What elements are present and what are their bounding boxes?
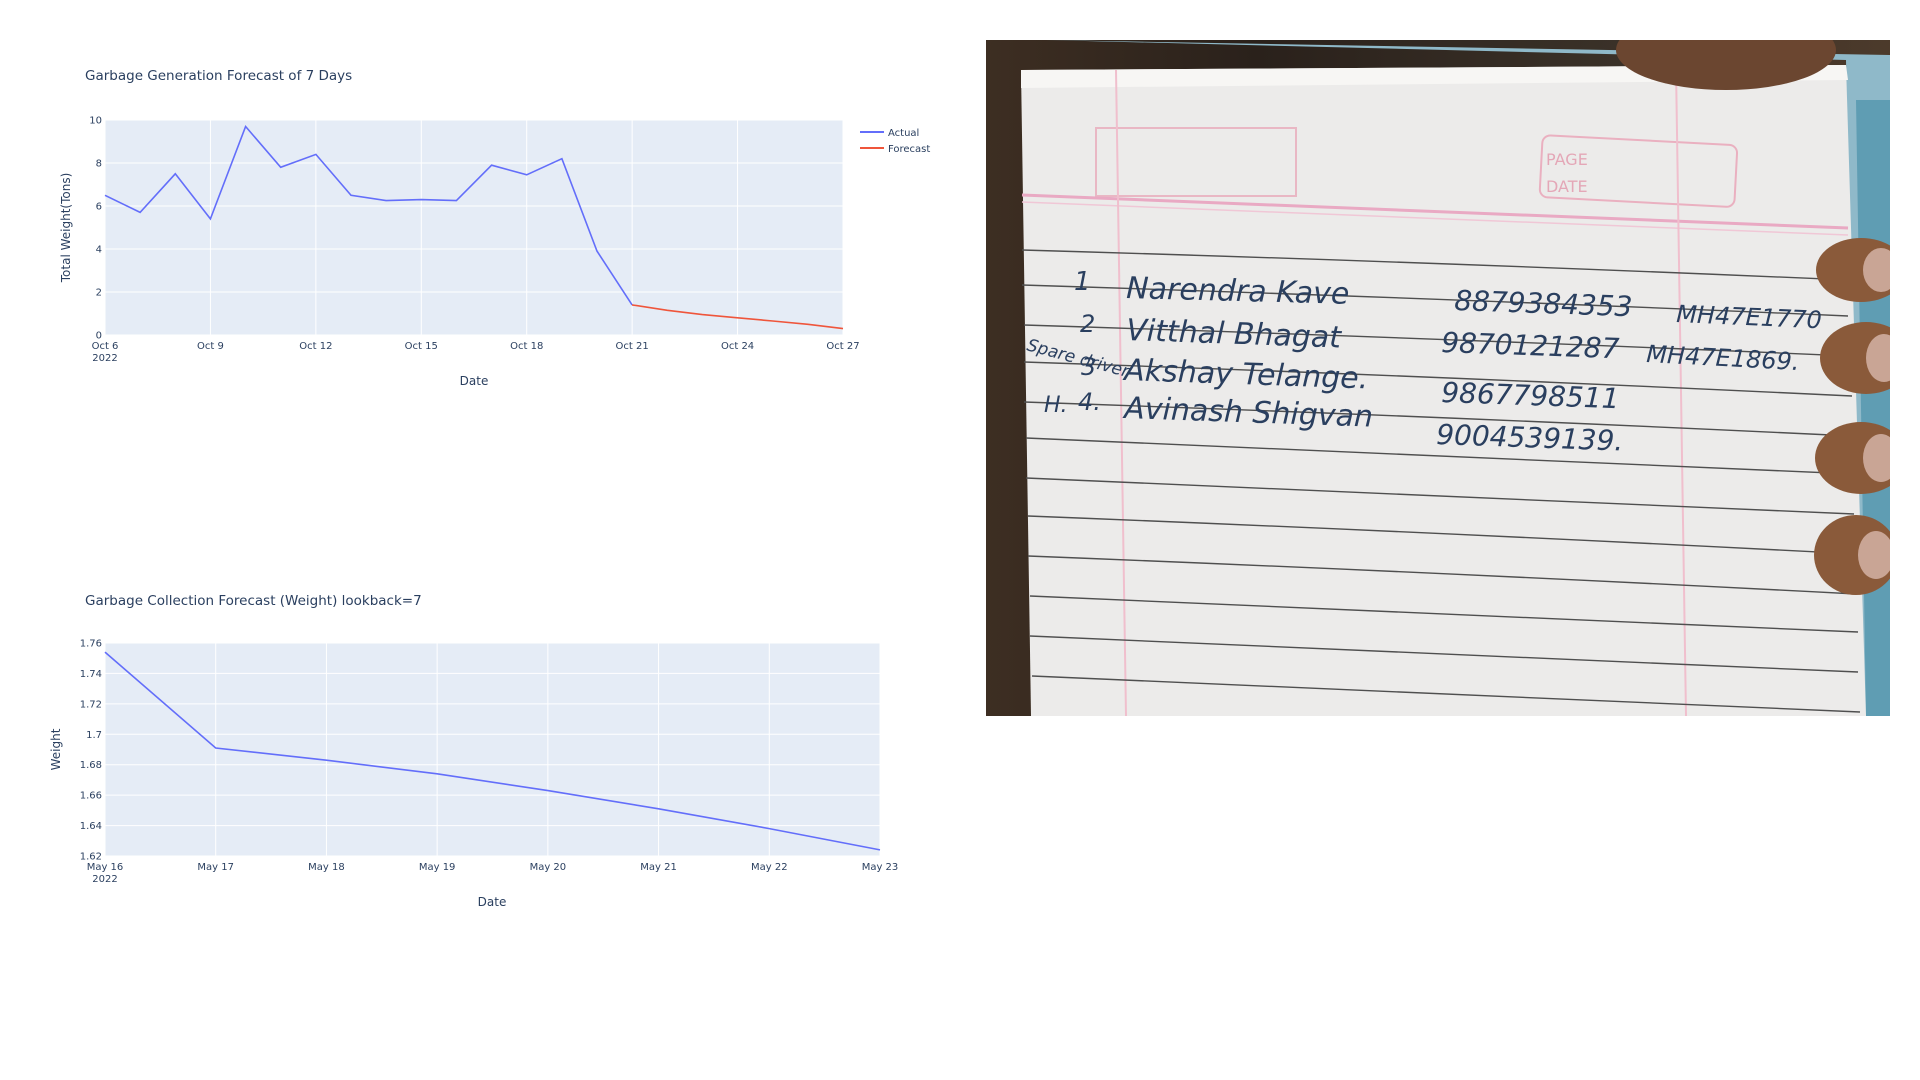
x-tick-label: Oct 24 [721,341,754,352]
legend-label: Actual [888,128,919,139]
row-1-phone: 8879384353 [1454,284,1633,323]
row-2-phone: 9870121287 [1441,326,1620,365]
x-tick-label: May 23 [862,862,899,873]
y-tick-label: 1.72 [80,699,102,710]
plot-area [105,643,880,856]
x-year-label: 2022 [92,874,117,885]
row-3-num: 3 [1081,353,1096,381]
row-1-name: Narendra Kave [1126,271,1350,312]
y-tick-label: 6 [96,202,102,213]
legend-item-forecast[interactable]: Forecast [860,144,930,155]
x-axis-title: Date [460,374,489,388]
x-tick-label: May 21 [640,862,677,873]
y-tick-label: 4 [96,245,102,256]
legend-label: Forecast [888,144,930,155]
row-3-phone: 9867798511 [1441,376,1620,415]
y-tick-label: 1.64 [80,821,102,832]
y-tick-label: 1.66 [80,791,102,802]
y-axis-title: Weight [49,728,63,770]
y-tick-label: 1.76 [80,639,102,650]
y-tick-label: 1.7 [86,730,102,741]
chart-garbage-generation: Garbage Generation Forecast of 7 Days 0 2… [0,0,960,420]
chart-garbage-collection-plot[interactable]: 1.62 1.64 1.66 1.68 1.7 1.72 1.74 1.76 May 16 May… [0,560,960,940]
row-4-num: 4. [1078,388,1101,416]
x-year-label: 2022 [92,353,117,364]
y-tick-label: 0 [96,331,102,342]
chart-garbage-generation-plot[interactable]: 0 2 4 6 8 10 Oct 6 Oct 9 Oct 12 Oct 15 Oct 18 Oct 2… [0,0,960,420]
chart-garbage-collection: Garbage Collection Forecast (Weight) loo… [0,560,960,940]
x-tick-label: Oct 12 [299,341,332,352]
page-label: PAGE [1546,150,1588,169]
y-tick-label: 1.62 [80,852,102,863]
y-tick-label: 8 [96,159,102,170]
chart-title: Garbage Generation Forecast of 7 Days [85,68,353,84]
y-axis-title: Total Weight(Tons) [59,173,73,284]
row-1-vehicle: MH47E1770 [1676,300,1823,334]
x-tick-label: Oct 9 [197,341,224,352]
x-tick-label: May 17 [197,862,234,873]
row-4-phone: 9004539139. [1436,418,1624,458]
date-label: DATE [1546,177,1588,196]
margin-note-h: H. [1044,393,1068,418]
row-4-name: Avinash Shigvan [1122,391,1374,435]
row-2-name: Vitthal Bhagat [1126,313,1343,356]
x-tick-label: Oct 27 [826,341,859,352]
x-tick-label: May 16 [87,862,124,873]
x-tick-label: Oct 15 [405,341,438,352]
row-1-num: 1 [1074,267,1091,297]
plot-area [105,120,843,335]
series-line-weight [104,651,881,851]
x-tick-label: May 19 [419,862,456,873]
x-tick-label: Oct 6 [92,341,119,352]
x-axis-title: Date [478,895,507,909]
row-2-num: 2 [1080,310,1095,338]
y-tick-label: 1.68 [80,760,102,771]
x-tick-label: Oct 21 [616,341,649,352]
y-tick-label: 1.74 [80,669,102,680]
series-line-actual [104,124,633,306]
chart-title: Garbage Collection Forecast (Weight) loo… [85,593,422,609]
x-tick-label: May 22 [751,862,788,873]
x-tick-label: Oct 18 [510,341,543,352]
y-tick-label: 10 [89,116,102,127]
row-3-name: Akshay Telange. [1122,353,1369,397]
y-tick-label: 2 [96,288,102,299]
legend-item-actual[interactable]: Actual [860,128,919,139]
x-tick-label: May 18 [308,862,345,873]
x-tick-label: May 20 [530,862,567,873]
notebook-photo: PAGE DATE 1 Narendra Kave 8879384353 [986,40,1890,716]
